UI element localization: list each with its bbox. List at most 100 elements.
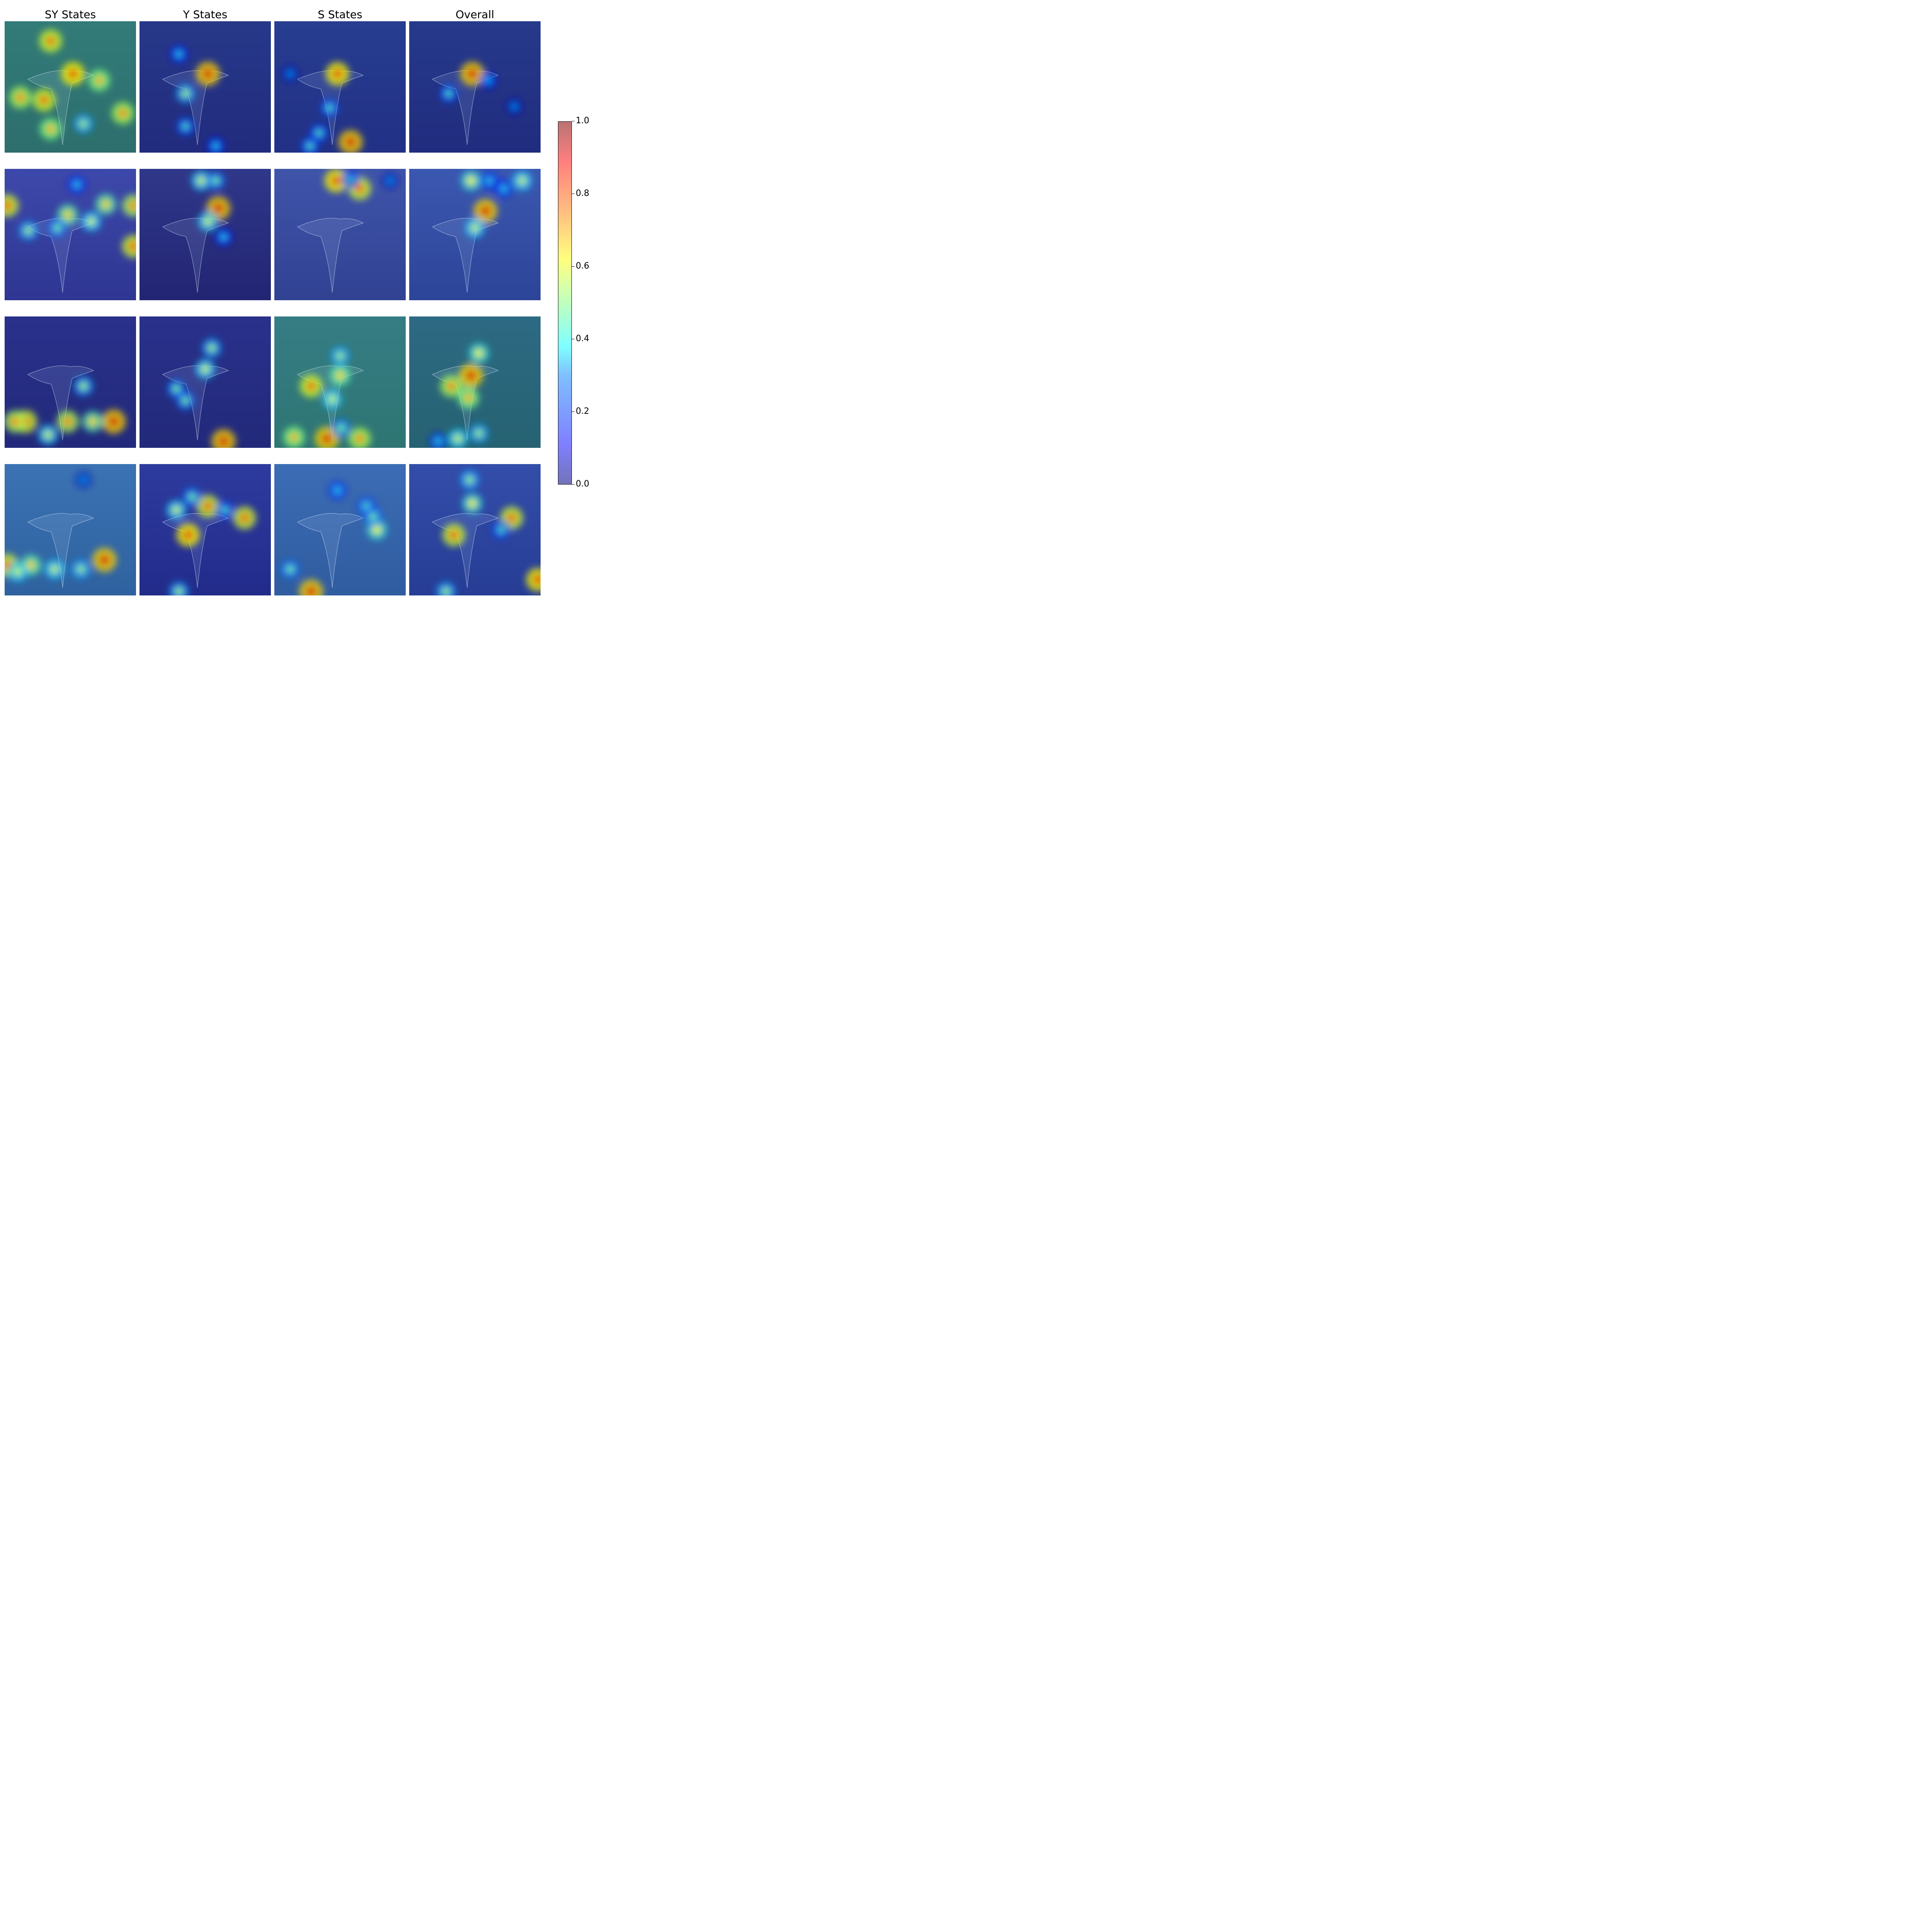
heatmap-tile — [139, 21, 271, 153]
heat-spot — [118, 108, 128, 118]
heat-spot — [207, 344, 216, 352]
heat-spot — [369, 513, 377, 520]
heat-spot — [467, 68, 478, 79]
heat-spot — [466, 370, 476, 381]
heatmap-tile — [5, 316, 136, 448]
heat-spot — [213, 203, 224, 214]
attention-heatmap — [274, 316, 406, 448]
heat-spot — [46, 36, 56, 46]
heat-spot — [500, 185, 507, 192]
heat-spot — [507, 513, 517, 523]
heat-spot — [306, 381, 316, 391]
bird-silhouette — [297, 218, 364, 293]
heatmap-tile — [409, 316, 541, 448]
attention-heatmap — [409, 21, 541, 153]
heat-spot — [172, 506, 180, 514]
heat-spot — [335, 371, 345, 380]
heat-spot — [326, 104, 333, 112]
heat-spot — [328, 395, 337, 403]
heat-spot — [442, 587, 450, 595]
heat-spot — [204, 217, 212, 226]
attention-heatmap — [274, 21, 406, 153]
bird-silhouette — [27, 513, 94, 588]
heat-spot — [46, 124, 55, 134]
heat-spot — [26, 561, 36, 570]
attention-heatmap — [274, 169, 406, 300]
colorbar-tick-mark — [572, 484, 575, 485]
attention-heatmap — [5, 316, 136, 448]
heatmap-base-overlay — [409, 21, 541, 153]
heat-spot — [337, 424, 345, 432]
heatmap-tile — [139, 464, 271, 595]
heat-spot — [355, 184, 365, 194]
colorbar-tick-label: 0.2 — [576, 406, 589, 416]
heat-spot — [474, 349, 483, 358]
attention-heatmap — [139, 316, 271, 448]
heat-spot — [15, 92, 26, 102]
heat-spot — [101, 200, 111, 209]
heat-spot — [202, 68, 213, 79]
heat-spot — [79, 119, 88, 128]
heat-spot — [212, 177, 220, 185]
heat-spot — [240, 513, 250, 523]
heat-spot — [454, 434, 462, 443]
heatmap-tile — [274, 21, 406, 153]
attention-heatmap — [139, 169, 271, 300]
colorbar-tick-label: 0.8 — [576, 189, 589, 198]
heat-spot — [63, 417, 73, 427]
heatmap-tile — [139, 316, 271, 448]
heat-spot — [24, 226, 32, 235]
heat-spot — [446, 381, 456, 391]
colorbar-tick-label: 1.0 — [576, 116, 589, 126]
column-title-s-states: S States — [318, 8, 362, 21]
heat-spot — [347, 176, 354, 183]
heat-spot — [468, 499, 477, 508]
heat-spot — [449, 530, 459, 540]
heatmap-tile — [139, 169, 271, 300]
heat-spot — [50, 565, 59, 573]
heatmap-tile — [5, 21, 136, 153]
heat-spot — [94, 76, 104, 85]
attention-heatmap — [5, 464, 136, 595]
heat-spot — [128, 241, 136, 252]
heat-spot — [128, 201, 136, 211]
heat-spot — [315, 129, 323, 137]
heat-spot — [306, 142, 314, 150]
heatmap-tile — [274, 464, 406, 595]
heat-spot — [331, 175, 341, 186]
heatmap-base-overlay — [139, 464, 271, 595]
heat-spot — [321, 433, 332, 444]
heat-spot — [332, 68, 343, 79]
heat-spot — [464, 393, 473, 403]
attention-heatmap — [139, 21, 271, 153]
heat-spot — [14, 568, 22, 576]
heat-spot — [334, 486, 341, 494]
heatmap-base-overlay — [139, 316, 271, 448]
heat-spot — [485, 77, 492, 84]
column-title-overall: Overall — [455, 8, 495, 21]
heatmap-base-overlay — [5, 21, 136, 153]
colorbar-tick-label: 0.0 — [576, 479, 589, 489]
heat-spot — [480, 206, 491, 216]
heatmap-tile — [409, 169, 541, 300]
heat-spot — [287, 70, 294, 77]
heatmap-base-overlay — [139, 169, 271, 300]
heat-spot — [372, 525, 381, 534]
heat-spot — [466, 176, 475, 185]
heat-spot — [445, 90, 452, 97]
heat-spot — [486, 177, 493, 184]
attention-heatmap — [409, 316, 541, 448]
heat-spot — [201, 365, 209, 373]
heat-spot — [345, 137, 356, 148]
attention-heatmap — [409, 169, 541, 300]
heat-spot — [362, 502, 370, 510]
heatmap-base-overlay — [139, 21, 271, 153]
heat-spot — [466, 476, 474, 484]
heat-spot — [355, 434, 365, 444]
heatmap-tile — [5, 169, 136, 300]
attention-heatmap — [139, 464, 271, 595]
colorbar — [558, 121, 572, 485]
heat-spot — [39, 95, 49, 105]
heat-spot — [99, 554, 110, 565]
attention-heatmap — [274, 464, 406, 595]
